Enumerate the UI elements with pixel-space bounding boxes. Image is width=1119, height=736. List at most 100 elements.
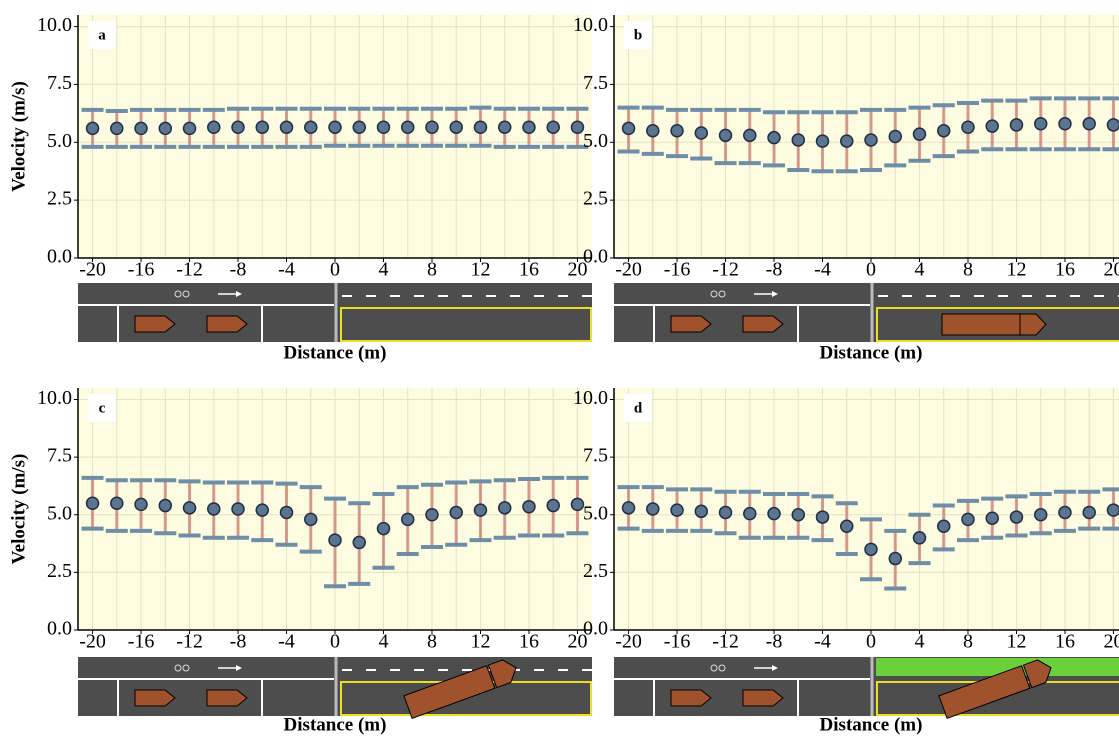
mean-point: [888, 551, 902, 566]
mean-point: [961, 120, 975, 134]
mean-point: [328, 120, 342, 134]
mean-point: [570, 497, 585, 512]
mean-point: [864, 133, 878, 147]
mean-point: [670, 123, 684, 138]
x-tick-label: 20: [567, 259, 587, 281]
x-tick-label: 0: [866, 631, 876, 653]
x-tick-label: -8: [766, 259, 783, 281]
x-tick-label: 12: [1006, 259, 1026, 281]
road-diagram: [76, 655, 594, 718]
panel-label-box: [624, 21, 652, 49]
x-tick-label: -16: [664, 631, 691, 653]
y-tick-label: 7.5: [47, 72, 72, 94]
mean-point: [425, 508, 439, 522]
panel: 0.0 2.5 5.0 7.5 10.0 -20 -16 -12 -8 -4 0 4 8 12 16 20 b D…: [573, 14, 1119, 363]
road-diagram: [612, 281, 1119, 344]
panel-label: a: [98, 27, 106, 43]
mean-point: [718, 505, 733, 520]
mean-point: [158, 121, 173, 136]
panel-label-box: [88, 394, 116, 422]
mean-point: [158, 498, 173, 513]
mean-point: [815, 134, 830, 148]
panel: 0.0 2.5 5.0 7.5 10.0 -20 -16 -12 -8 -4 0 4 8 12 16 20 c V…: [8, 387, 592, 735]
x-tick-label: -16: [128, 631, 155, 653]
x-tick-label: 4: [914, 631, 924, 653]
mean-point: [912, 127, 927, 141]
mean-point: [110, 121, 124, 136]
x-tick-label: 16: [519, 259, 539, 281]
y-tick-label: 10.0: [37, 14, 72, 36]
turning-vehicle: [403, 659, 517, 720]
y-tick-label: 2.5: [47, 188, 72, 210]
y-axis-label: Velocity (m/s): [8, 81, 29, 192]
mean-point: [985, 119, 999, 133]
mean-point: [743, 128, 757, 143]
x-tick-label: 0: [866, 259, 876, 281]
mean-point: [1082, 505, 1096, 520]
x-axis-label: Distance (m): [284, 714, 387, 735]
mean-point: [376, 120, 391, 134]
y-tick-label: 10.0: [37, 387, 72, 409]
mean-point: [815, 510, 830, 524]
x-tick-label: 0: [330, 631, 340, 653]
mean-point: [840, 519, 854, 534]
x-tick-label: -20: [615, 631, 642, 653]
x-tick-label: -12: [176, 631, 203, 653]
x-tick-label: -4: [278, 631, 295, 653]
mean-point: [961, 512, 975, 527]
x-tick-label: -8: [230, 631, 247, 653]
mean-point: [400, 512, 415, 527]
x-tick-label: 4: [914, 259, 924, 281]
x-tick-label: 20: [1103, 631, 1119, 653]
y-tick-label: 0.0: [583, 246, 608, 268]
mean-point: [1106, 503, 1119, 517]
mean-point: [497, 120, 512, 134]
mean-point: [110, 496, 124, 510]
mean-point: [376, 521, 391, 536]
mean-point: [279, 505, 294, 520]
mean-point: [85, 121, 100, 136]
panel-label: d: [634, 400, 643, 416]
y-tick-label: 5.0: [47, 130, 72, 152]
mean-point: [449, 120, 463, 134]
mean-point: [718, 128, 733, 143]
y-tick-label: 5.0: [583, 130, 608, 152]
y-tick-label: 10.0: [573, 387, 608, 409]
mean-point: [328, 533, 342, 547]
y-tick-label: 2.5: [583, 188, 608, 210]
mean-point: [352, 120, 366, 134]
panel-label-box: [624, 394, 652, 422]
y-tick-label: 5.0: [47, 502, 72, 524]
x-tick-label: 8: [427, 631, 437, 653]
mean-point: [134, 121, 148, 136]
mean-point: [473, 503, 488, 517]
x-tick-label: -12: [712, 259, 739, 281]
x-tick-label: -20: [79, 631, 106, 653]
mean-point: [449, 505, 463, 520]
mean-point: [1058, 505, 1072, 520]
panel: 0.0 2.5 5.0 7.5 10.0 -20 -16 -12 -8 -4 0 4 8 12 16 20 a V…: [8, 14, 592, 363]
mean-point: [255, 503, 270, 517]
x-tick-label: 8: [427, 259, 437, 281]
mean-point: [694, 504, 709, 519]
x-tick-label: 4: [378, 631, 388, 653]
x-tick-label: -8: [766, 631, 783, 653]
y-tick-label: 5.0: [583, 502, 608, 524]
mean-point: [840, 134, 854, 148]
mean-point: [1009, 118, 1024, 132]
x-axis-label: Distance (m): [284, 342, 387, 363]
mean-point: [279, 120, 294, 134]
x-tick-label: 4: [378, 259, 388, 281]
x-tick-label: -20: [79, 259, 106, 281]
x-tick-label: -8: [230, 259, 247, 281]
mean-point: [1106, 118, 1119, 132]
mean-point: [522, 120, 536, 134]
mean-point: [400, 120, 415, 134]
x-tick-label: 16: [519, 631, 539, 653]
mean-point: [621, 121, 636, 136]
mean-point: [182, 121, 197, 136]
mean-point: [207, 502, 221, 516]
x-tick-label: 8: [963, 259, 973, 281]
mean-point: [182, 501, 197, 515]
mean-point: [888, 129, 902, 144]
